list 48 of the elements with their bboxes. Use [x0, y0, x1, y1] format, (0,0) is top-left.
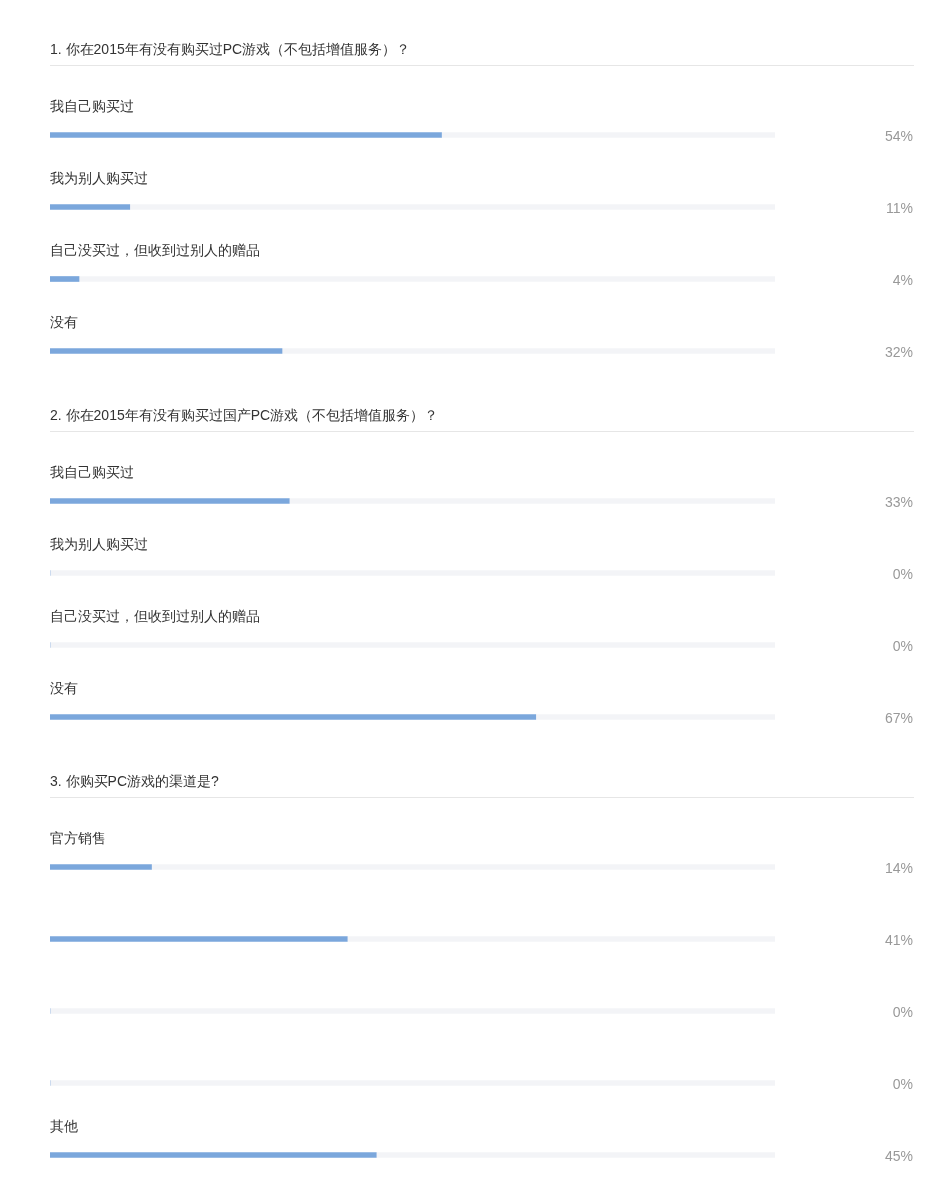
bar — [50, 1008, 775, 1014]
bar — [50, 204, 131, 210]
y-tick-label: 官方销售 — [50, 829, 106, 846]
bar — [346, 936, 775, 942]
bar — [50, 498, 290, 504]
bar — [535, 714, 775, 720]
data-label: 4% — [892, 271, 913, 288]
bar — [50, 348, 283, 354]
bar — [50, 936, 348, 942]
data-label: 0% — [892, 637, 913, 654]
data-label: 0% — [892, 1075, 913, 1092]
data-label: 54% — [884, 127, 913, 144]
bar — [50, 570, 775, 576]
y-tick-label: 我为别人购买过 — [50, 535, 148, 552]
bar — [50, 642, 775, 648]
y-tick-label: 我自己购买过 — [50, 97, 134, 114]
data-label: 67% — [884, 709, 913, 726]
chart-title: 1. 你在2015年有没有购买过PC游戏（不包括增值服务）？ — [50, 39, 914, 66]
bar — [50, 864, 152, 870]
bar — [441, 132, 775, 138]
data-label: 33% — [884, 493, 913, 510]
chart-title: 2. 你在2015年有没有购买过国产PC游戏（不包括增值服务）？ — [50, 405, 914, 432]
y-tick-label: 没有 — [50, 679, 78, 696]
bar — [151, 864, 775, 870]
y-tick-label: 我为别人购买过 — [50, 169, 148, 186]
data-label: 32% — [884, 343, 913, 360]
bar — [50, 276, 80, 282]
chart-title: 3. 你购买PC游戏的渠道是? — [50, 771, 914, 798]
y-tick-label: 自己没买过，但收到过别人的赠品 — [50, 241, 260, 258]
y-tick-label: 自己没买过，但收到过别人的赠品 — [50, 607, 260, 624]
bar — [129, 204, 775, 210]
data-label: 0% — [892, 565, 913, 582]
data-label: 45% — [884, 1147, 913, 1164]
bar — [375, 1152, 775, 1158]
y-tick-label: 其他 — [50, 1117, 78, 1134]
bar — [78, 276, 775, 282]
data-label: 41% — [884, 931, 913, 948]
data-label: 11% — [886, 199, 913, 216]
bar — [50, 714, 537, 720]
bar — [281, 348, 775, 354]
y-tick-label: 我自己购买过 — [50, 463, 134, 480]
data-label: 0% — [892, 1003, 913, 1020]
bar — [50, 132, 442, 138]
bar — [50, 1080, 775, 1086]
y-tick-label: 没有 — [50, 313, 78, 330]
bar — [288, 498, 775, 504]
data-label: 14% — [884, 859, 913, 876]
bar — [50, 1152, 377, 1158]
